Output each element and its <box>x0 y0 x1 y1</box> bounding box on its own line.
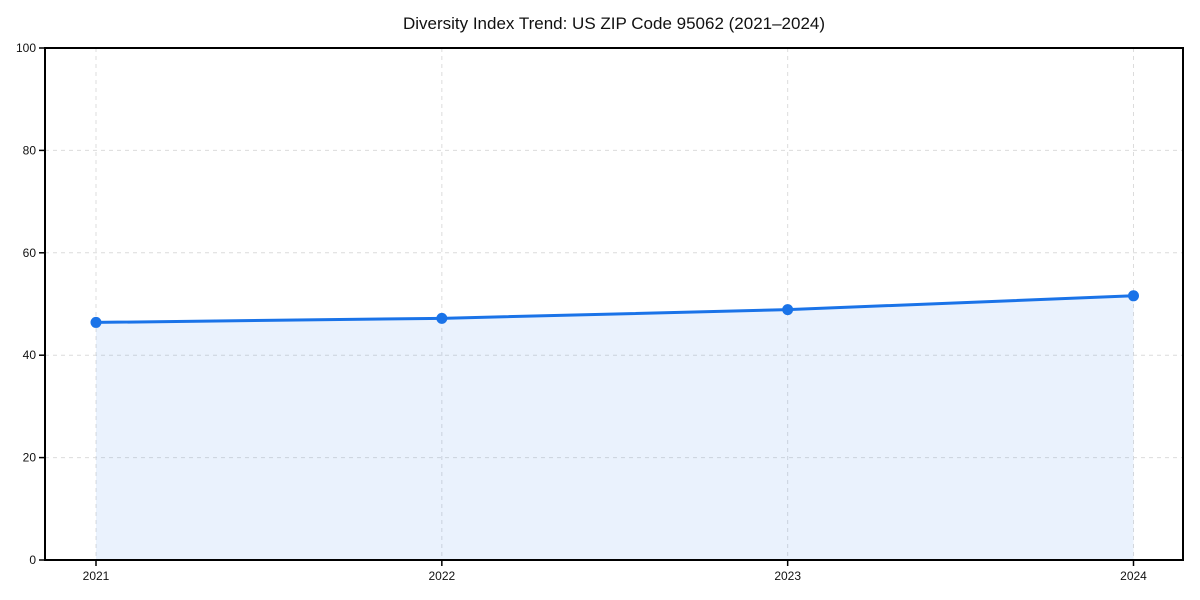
y-tick-label: 60 <box>23 246 37 260</box>
x-tick-label: 2023 <box>774 569 801 583</box>
y-tick-label: 40 <box>23 348 37 362</box>
x-tick-label: 2022 <box>428 569 455 583</box>
data-point <box>90 316 102 328</box>
x-tick-label: 2024 <box>1120 569 1147 583</box>
y-tick-label: 100 <box>16 41 36 55</box>
y-tick-label: 0 <box>29 553 36 567</box>
x-tick-label: 2021 <box>83 569 110 583</box>
trend-line <box>94 294 1135 324</box>
y-tick-label: 80 <box>23 143 37 157</box>
series-layer <box>90 290 1139 560</box>
data-point <box>1128 290 1139 302</box>
data-point <box>782 304 794 316</box>
area-fill <box>96 295 1134 560</box>
data-point <box>436 312 448 324</box>
plot-border <box>44 47 1184 561</box>
grid-layer <box>45 48 1183 560</box>
axis-layer: 0 20 40 60 80 100 2021 2022 2023 2024 <box>16 41 1184 583</box>
y-tick-label: 20 <box>23 451 37 465</box>
chart-title: Diversity Index Trend: US ZIP Code 95062… <box>403 14 825 33</box>
